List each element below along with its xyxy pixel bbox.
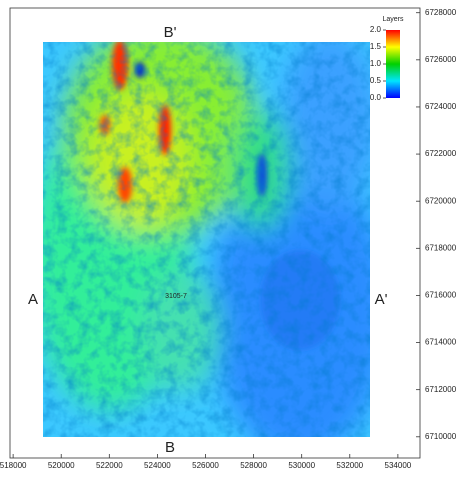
- x-tick-label: 530000: [288, 461, 315, 470]
- colorbar-title: Layers: [382, 16, 404, 23]
- x-tick-label: 518000: [0, 461, 27, 470]
- y-tick-label: 6724000: [425, 102, 457, 111]
- y-tick-label: 6720000: [425, 196, 457, 205]
- colorbar-tick-label: 2.0: [370, 25, 382, 34]
- x-tick-label: 520000: [48, 461, 75, 470]
- colorbar-tick-label: 0.5: [370, 76, 382, 85]
- raster: [43, 42, 370, 437]
- annotation: B: [165, 439, 175, 456]
- y-tick-label: 6710000: [425, 432, 457, 441]
- annotation: A': [375, 291, 388, 308]
- y-tick-label: 6722000: [425, 149, 457, 158]
- y-tick-label: 6726000: [425, 55, 457, 64]
- y-tick-label: 6718000: [425, 243, 457, 252]
- annotation: A: [28, 291, 38, 308]
- annotation: B': [164, 24, 177, 41]
- colorbar-tick-label: 1.0: [370, 59, 382, 68]
- y-tick-label: 6712000: [425, 385, 457, 394]
- x-tick-label: 534000: [385, 461, 412, 470]
- colorbar-tick-label: 1.5: [370, 42, 382, 51]
- annotation: 3105-7: [165, 293, 187, 300]
- colorbar: [386, 30, 400, 98]
- y-tick-label: 6728000: [425, 8, 457, 17]
- y-tick-label: 6716000: [425, 291, 457, 300]
- x-tick-label: 526000: [192, 461, 219, 470]
- x-tick-label: 532000: [336, 461, 363, 470]
- y-tick-label: 6714000: [425, 338, 457, 347]
- x-tick-label: 522000: [96, 461, 123, 470]
- x-tick-label: 524000: [144, 461, 171, 470]
- x-tick-label: 528000: [240, 461, 267, 470]
- colorbar-tick-label: 0.0: [370, 93, 382, 102]
- frame: [9, 7, 421, 459]
